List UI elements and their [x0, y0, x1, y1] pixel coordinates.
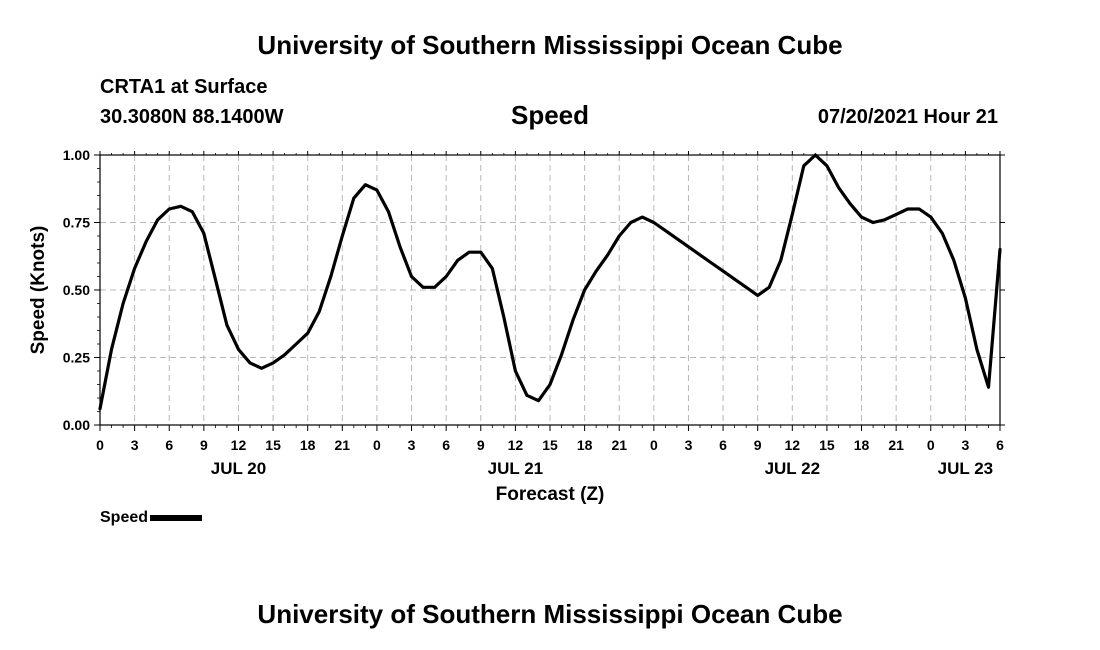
x-date-label: JUL 21: [488, 459, 543, 478]
x-date-label: JUL 23: [938, 459, 993, 478]
x-tick-label: 21: [335, 437, 351, 453]
legend: Speed: [100, 509, 203, 527]
x-tick-label: 15: [819, 437, 835, 453]
x-tick-label: 3: [961, 437, 969, 453]
x-tick-label: 3: [408, 437, 416, 453]
axis-ticks: 0 3 6 9 12 15 18 21 0 3 6 9 12 15 18 21 0 3 6 9 12 15 18 21 0 3 6 0…: [63, 147, 1005, 478]
x-tick-label: 9: [200, 437, 208, 453]
x-tick-label: 15: [542, 437, 558, 453]
x-tick-label: 18: [854, 437, 870, 453]
x-tick-label: 18: [577, 437, 593, 453]
x-tick-label: 15: [265, 437, 281, 453]
x-tick-label: 12: [508, 437, 524, 453]
x-tick-label: 0: [96, 437, 104, 453]
x-tick-label: 12: [231, 437, 247, 453]
top-title: University of Southern Mississippi Ocean…: [257, 30, 843, 60]
x-tick-label: 6: [165, 437, 173, 453]
series-layer: [98, 153, 1002, 411]
y-axis-title: Speed (Knots): [28, 226, 49, 355]
y-tick-label: 0.00: [63, 417, 90, 433]
x-date-label: JUL 20: [211, 459, 266, 478]
x-tick-label: 21: [611, 437, 627, 453]
x-tick-label: 9: [477, 437, 485, 453]
station-coordinates: 30.3080N 88.1400W: [100, 106, 284, 128]
forecast-datetime: 07/20/2021 Hour 21: [817, 106, 998, 128]
station-name: CRTA1 at Surface: [100, 76, 268, 98]
y-tick-label: 1.00: [63, 147, 90, 163]
x-tick-label: 21: [888, 437, 904, 453]
legend-swatch: [150, 514, 203, 521]
x-tick-label: 3: [685, 437, 693, 453]
x-tick-label: 6: [719, 437, 727, 453]
y-tick-label: 0.75: [63, 215, 90, 231]
bottom-title: University of Southern Mississippi Ocean…: [257, 599, 843, 629]
x-tick-label: 9: [754, 437, 762, 453]
x-tick-label: 0: [373, 437, 381, 453]
speed-series-line: [98, 153, 1002, 411]
x-tick-label: 0: [927, 437, 935, 453]
x-tick-label: 6: [996, 437, 1004, 453]
x-axis-title: Forecast (Z): [496, 484, 605, 505]
legend-label: Speed: [100, 509, 149, 526]
y-tick-label: 0.25: [63, 350, 90, 366]
x-tick-label: 18: [300, 437, 316, 453]
variable-title: Speed: [510, 100, 590, 130]
x-date-label: JUL 22: [765, 459, 820, 478]
x-tick-label: 0: [650, 437, 658, 453]
x-tick-label: 12: [785, 437, 801, 453]
x-tick-label: 6: [442, 437, 450, 453]
y-tick-label: 0.50: [63, 282, 90, 298]
x-tick-label: 3: [131, 437, 139, 453]
